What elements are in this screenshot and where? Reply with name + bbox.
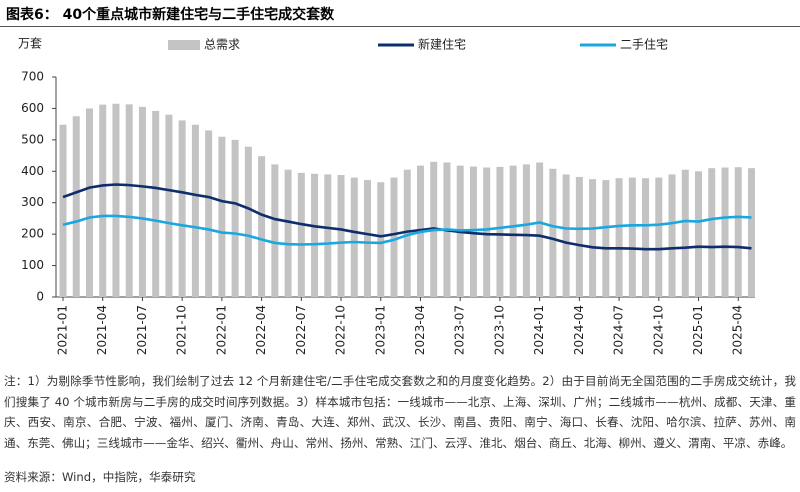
bar [165, 114, 173, 297]
y-tick-label: 300 [21, 195, 44, 209]
bar [138, 106, 146, 297]
bar [205, 130, 213, 297]
y-tick-label: 600 [21, 101, 44, 115]
y-tick-label: 400 [21, 164, 44, 178]
unit-label: 万套 [18, 37, 42, 51]
y-tick-label: 200 [21, 227, 44, 241]
x-tick-label: 2022-01 [214, 305, 228, 355]
source: 资料来源：Wind，中指院，华泰研究 [4, 470, 196, 484]
bar [337, 175, 345, 297]
x-tick-label: 2023-10 [492, 305, 506, 355]
legend-label: 新建住宅 [418, 37, 466, 52]
bar [615, 178, 623, 297]
bar [562, 174, 570, 297]
x-tick-label: 2022-04 [254, 305, 268, 355]
bar [642, 178, 650, 297]
line-series [62, 214, 752, 246]
x-tick-label: 2021-10 [175, 305, 189, 355]
bar [549, 168, 557, 297]
bar [231, 139, 239, 297]
bar [59, 124, 67, 298]
y-tick-label: 100 [21, 258, 44, 272]
bar [178, 120, 186, 297]
x-tick-label: 2023-04 [413, 305, 427, 355]
bar [324, 174, 332, 297]
note: 注：1）为剔除季节性影响，我们绘制了过去 12 个月新建住宅/二手住宅成交套数之… [4, 374, 796, 450]
y-tick-label: 0 [36, 290, 44, 304]
bar [589, 179, 597, 297]
bar [536, 162, 544, 297]
bar [747, 168, 755, 297]
bar [244, 146, 252, 297]
bar [284, 169, 292, 297]
x-tick-label: 2024-10 [651, 305, 665, 355]
x-tick-label: 2025-04 [731, 305, 745, 355]
x-tick-label: 2024-04 [572, 305, 586, 355]
bar [496, 166, 504, 297]
bar [85, 108, 93, 297]
bar [297, 172, 305, 297]
bar [152, 110, 160, 297]
bar [112, 103, 120, 297]
bar [681, 169, 689, 297]
bar [311, 173, 319, 297]
bar [99, 104, 107, 298]
chart: 万套 0 100 200 300 400 500 600 700 2021-01 2021-04 2… [18, 37, 755, 355]
bar [364, 180, 372, 297]
bar [72, 116, 80, 298]
bar [734, 167, 742, 297]
bar [125, 104, 133, 297]
x-tick-label: 2023-01 [373, 305, 387, 355]
line-series [62, 183, 752, 251]
x-tick-label: 2021-01 [56, 305, 70, 355]
bar [708, 168, 716, 297]
legend-label: 总需求 [204, 38, 240, 52]
bar [575, 176, 583, 297]
x-tick-label: 2023-07 [453, 305, 467, 355]
bar [509, 165, 517, 297]
x-tick-label: 2022-07 [294, 305, 308, 355]
x-tick-label: 2025-01 [691, 305, 705, 355]
bar [483, 167, 491, 297]
title-rule [0, 26, 800, 27]
x-tick-label: 2021-04 [95, 305, 109, 355]
bar [258, 156, 266, 297]
bar [522, 164, 530, 297]
x-tick-label: 2024-07 [612, 305, 626, 355]
legend-label: 二手住宅 [620, 37, 668, 52]
x-tick-label: 2021-07 [135, 305, 149, 355]
bar [602, 180, 610, 297]
bar [695, 171, 703, 297]
y-tick-label: 500 [21, 132, 44, 146]
bar [469, 166, 477, 297]
bar [390, 177, 398, 297]
bar [655, 177, 663, 297]
x-tick-label: 2024-01 [532, 305, 546, 355]
x-tick-label: 2022-10 [334, 305, 348, 355]
bar [721, 167, 729, 297]
bar [350, 177, 358, 297]
y-tick-label: 700 [21, 70, 44, 84]
title: 图表6： 40个重点城市新建住宅与二手住宅成交套数 [6, 7, 335, 23]
bar [668, 174, 676, 297]
bar [218, 136, 226, 297]
bar [191, 124, 199, 298]
bar [271, 164, 279, 297]
legend-swatch [168, 40, 200, 50]
bar [403, 169, 411, 297]
bar [628, 177, 636, 297]
bar [377, 182, 385, 297]
